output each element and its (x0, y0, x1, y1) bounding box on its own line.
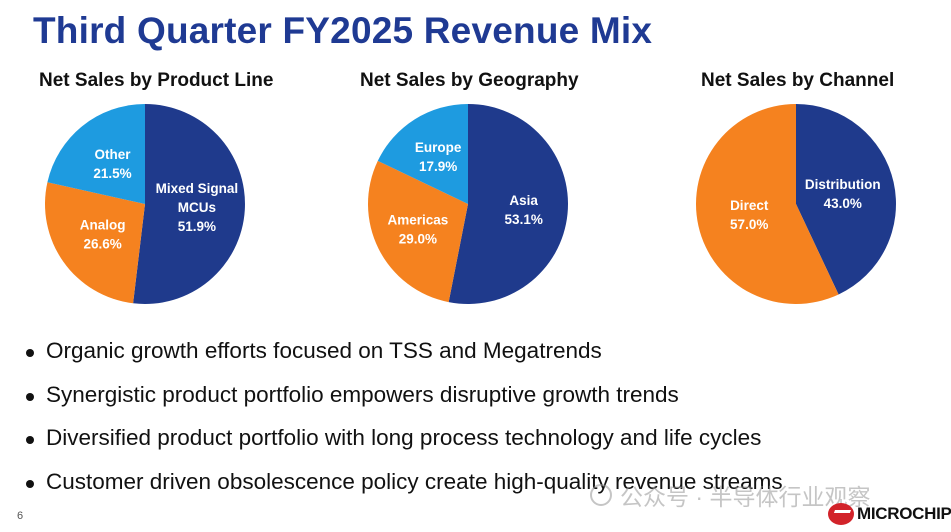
slice-label: Asia 53.1% (505, 193, 543, 227)
bullet-item: Synergistic product portfolio empowers d… (22, 382, 783, 426)
wechat-icon (590, 484, 612, 506)
microchip-logo: MICROCHIP (828, 503, 951, 525)
bullet-dot-icon (26, 479, 34, 488)
slice-label: Analog 26.6% (80, 218, 126, 252)
bullet-item: Diversified product portfolio with long … (22, 425, 783, 469)
pie-slice-analog (45, 182, 145, 304)
page-title: Third Quarter FY2025 Revenue Mix (33, 10, 653, 51)
slice-label: Europe 17.9% (415, 140, 462, 174)
pie-chart-geography: Asia 53.1% Americas 29.0% Europe 17.9% (368, 104, 569, 304)
slice-label: Distribution 43.0% (805, 177, 881, 211)
microchip-logo-icon (828, 503, 854, 525)
pie-slice-distribution (796, 104, 896, 295)
bullet-list: Organic growth efforts focused on TSS an… (22, 338, 783, 512)
pie-slice-other (47, 104, 145, 204)
chart-title-product-line: Net Sales by Product Line (39, 70, 274, 91)
bullet-dot-icon (26, 349, 34, 357)
bullet-item: Organic growth efforts focused on TSS an… (22, 338, 783, 382)
pie-chart-channel: Distribution 43.0% Direct 57.0% (695, 104, 896, 304)
pie-slice-mixed-signal-mcus (133, 104, 245, 304)
slice-label: Other 21.5% (93, 147, 131, 181)
pie-slice-asia (448, 104, 569, 304)
pie-slice-europe (377, 104, 468, 204)
bullet-dot-icon (26, 392, 34, 401)
logo-text: MICROCHIP (857, 504, 951, 523)
slice-label: Direct 57.0% (730, 198, 769, 232)
bullet-dot-icon (26, 436, 34, 444)
pie-chart-product-line: Mixed Signal MCUs 51.9% Analog 26.6% Other 21.… (45, 104, 245, 304)
page-number: 6 (17, 510, 24, 522)
watermark: 公众号 · 半导体行业观察 (590, 478, 870, 512)
slice-label: Mixed Signal MCUs 51.9% (156, 181, 239, 234)
slice-label: Americas 29.0% (388, 213, 449, 247)
pie-slice-direct (695, 104, 839, 304)
chart-title-geography: Net Sales by Geography (360, 70, 579, 91)
bullet-item: Customer driven obsolescence policy crea… (22, 469, 783, 513)
pie-slice-americas (368, 160, 468, 303)
chart-title-channel: Net Sales by Channel (701, 70, 895, 91)
